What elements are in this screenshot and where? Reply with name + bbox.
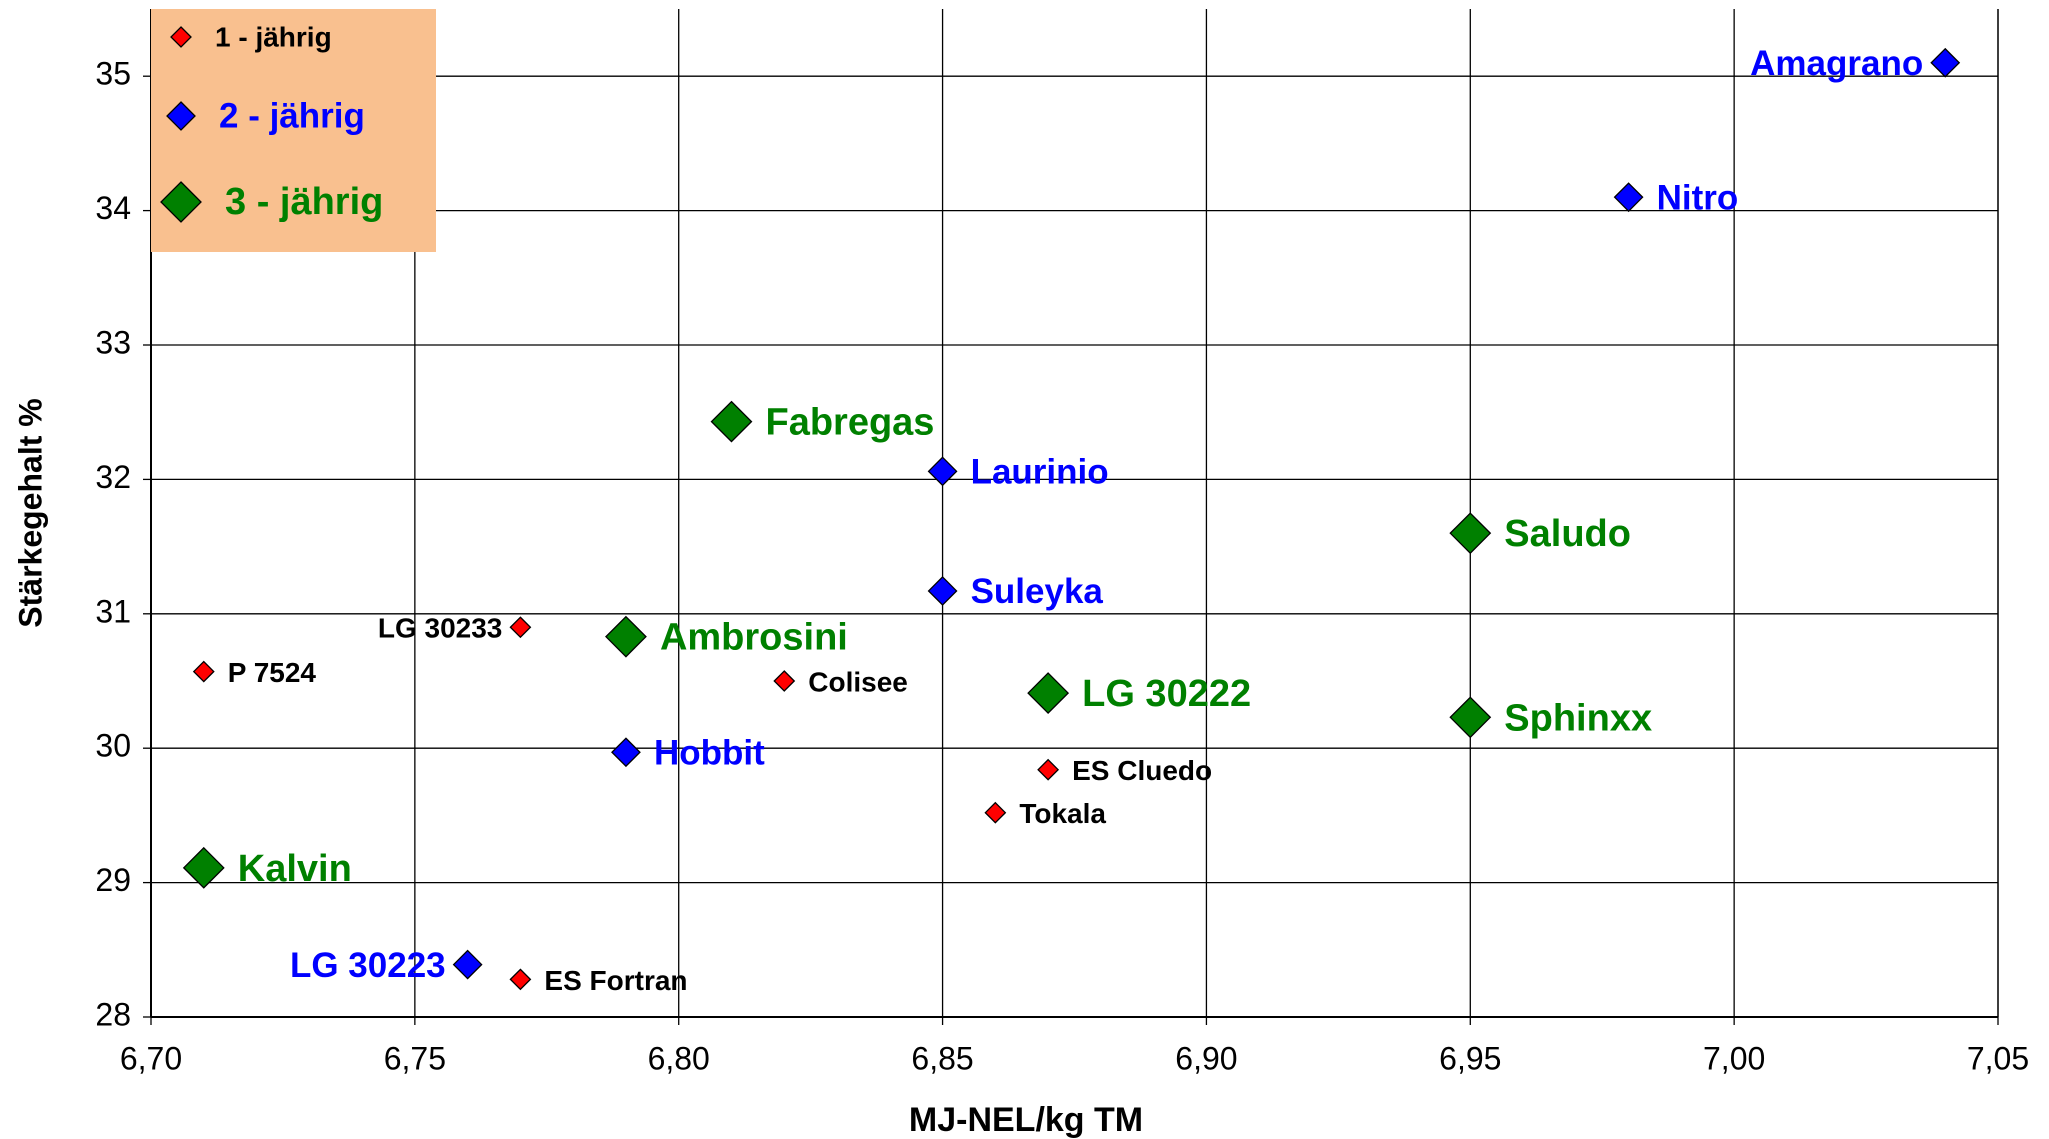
point-label: LG 30233 [378, 613, 503, 644]
x-tick-label: 6,70 [120, 1040, 182, 1076]
x-axis-label: MJ-NEL/kg TM [909, 1101, 1143, 1139]
legend-marker [166, 101, 196, 131]
x-tick-label: 7,05 [1967, 1040, 2029, 1076]
x-tick-label: 6,80 [648, 1040, 710, 1076]
point [984, 801, 1007, 824]
point [1449, 696, 1492, 739]
point-label: Amagrano [1750, 44, 1923, 83]
x-tick-label: 6,85 [911, 1040, 973, 1076]
legend-marker [160, 181, 202, 223]
point-label: Ambrosini [660, 617, 848, 659]
point-label: Nitro [1657, 178, 1739, 217]
y-tick-label: 31 [95, 593, 131, 629]
point-label: Suleyka [971, 572, 1104, 611]
point [927, 456, 958, 487]
point-label: Saludo [1504, 513, 1631, 555]
point-label: LG 30223 [290, 946, 446, 985]
x-tick-label: 6,90 [1175, 1040, 1237, 1076]
y-tick-label: 30 [95, 728, 131, 764]
y-tick-label: 32 [95, 459, 131, 495]
point [452, 949, 483, 980]
point [1027, 672, 1070, 715]
point [509, 616, 532, 639]
y-tick-label: 35 [95, 56, 131, 92]
legend-marker [170, 26, 192, 48]
y-axis-label: Stärkegehalt % [12, 398, 48, 627]
point [773, 670, 796, 692]
y-tick-label: 28 [95, 996, 131, 1032]
point [1037, 758, 1060, 781]
point-label: ES Cluedo [1072, 755, 1212, 786]
legend-label: 2 - jährig [219, 96, 365, 135]
x-tick-label: 6,75 [384, 1040, 446, 1076]
point-label: Kalvin [238, 848, 352, 890]
point-label: Hobbit [654, 733, 765, 772]
point-label: Laurinio [971, 453, 1109, 492]
point [1930, 47, 1961, 78]
point [611, 737, 641, 768]
y-tick-label: 29 [95, 862, 131, 898]
point [1449, 512, 1492, 555]
point [509, 968, 532, 991]
point-label: Colisee [808, 666, 908, 697]
x-tick-label: 6,95 [1439, 1040, 1501, 1076]
point-label: ES Fortran [544, 965, 687, 996]
point-label: Sphinxx [1504, 697, 1652, 739]
point [605, 615, 647, 658]
point [710, 400, 753, 443]
point-label: P 7524 [228, 657, 317, 688]
legend-box [151, 9, 436, 252]
point [1613, 182, 1644, 213]
point [182, 846, 225, 889]
legend-label: 1 - jährig [215, 21, 332, 52]
x-tick-label: 7,00 [1703, 1040, 1765, 1076]
legend-label: 3 - jährig [225, 181, 383, 223]
point [192, 660, 215, 683]
y-tick-label: 33 [95, 324, 131, 360]
point-label: Fabregas [765, 402, 934, 444]
point-label: LG 30222 [1082, 673, 1251, 715]
point-label: Tokala [1019, 798, 1106, 829]
y-tick-label: 34 [95, 190, 131, 226]
point [927, 576, 958, 606]
